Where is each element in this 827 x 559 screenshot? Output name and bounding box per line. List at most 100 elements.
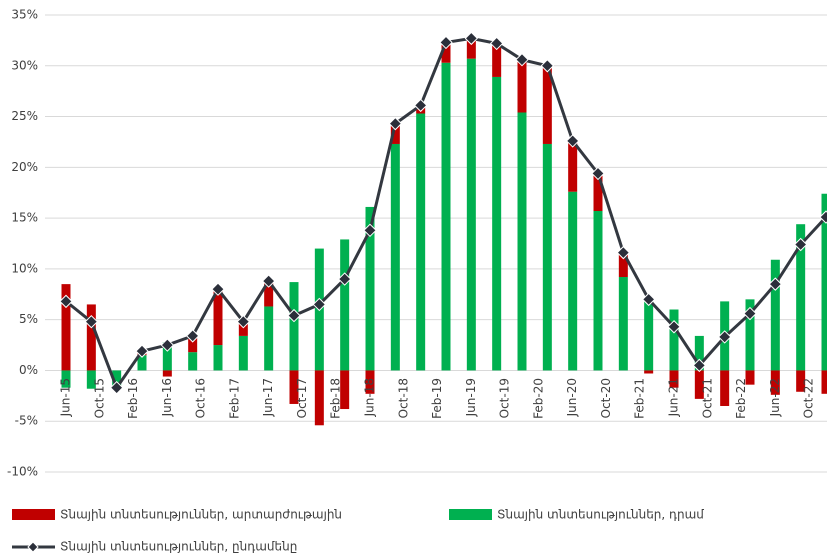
bar (821, 370, 827, 394)
line-marker (515, 52, 529, 67)
bar (517, 59, 527, 113)
line-marker (641, 292, 656, 307)
y-tick-label: 10% (11, 261, 38, 275)
bar (264, 281, 274, 307)
bar (188, 352, 198, 371)
bar (390, 143, 400, 371)
y-tick-label: -10% (7, 465, 38, 479)
bar (618, 277, 628, 371)
bar (112, 370, 122, 388)
line-marker (793, 237, 808, 252)
bar (137, 355, 147, 371)
line-marker (616, 245, 631, 260)
bar (568, 191, 578, 371)
x-tick-label: Oct-19 (498, 378, 512, 418)
bar (466, 58, 476, 371)
line-marker (743, 306, 757, 321)
y-tick-label: 35% (11, 8, 38, 22)
x-tick-label: Oct-18 (396, 378, 410, 418)
bar (644, 370, 654, 374)
legend-swatch (27, 541, 39, 553)
bar (86, 370, 96, 389)
x-tick-label: Jun-17 (261, 378, 275, 417)
x-tick-label: Oct-16 (194, 378, 208, 418)
line-marker (768, 277, 783, 291)
bar (162, 370, 172, 377)
line-marker (717, 330, 732, 344)
bar (644, 301, 654, 371)
bar (796, 224, 806, 371)
bar (669, 309, 679, 371)
bar (593, 173, 603, 212)
bar (745, 299, 755, 371)
line-marker (363, 223, 377, 238)
legend-swatch (449, 509, 492, 520)
bar (441, 42, 451, 63)
legend-label: Տնային տնտեսություններ, դրամ (497, 508, 704, 522)
bar (314, 370, 324, 426)
bar (492, 76, 502, 371)
bar (618, 251, 628, 278)
x-tick-label: Jun-16 (160, 378, 174, 417)
x-tick-label: Feb-19 (430, 378, 444, 419)
x-tick-label: Feb-20 (531, 378, 545, 419)
bar (340, 370, 350, 410)
x-tick-label: Jun-19 (464, 378, 478, 417)
bar (466, 38, 476, 59)
bar (289, 370, 299, 404)
line-marker (540, 59, 555, 73)
line-marker (287, 308, 301, 323)
bar (238, 321, 248, 336)
x-tick-label: Jun-20 (565, 378, 579, 417)
line-marker (84, 314, 99, 329)
line-marker (261, 274, 276, 288)
bar (162, 342, 172, 371)
line-marker (565, 134, 580, 148)
x-tick-label: Jun-21 (667, 378, 681, 417)
line-marker (692, 358, 707, 373)
y-tick-label: 15% (11, 211, 38, 225)
bar (365, 370, 375, 394)
bar (770, 370, 780, 395)
line-marker (312, 297, 327, 312)
bar (61, 370, 71, 388)
bar (264, 306, 274, 371)
bar (542, 65, 552, 144)
legend-label: Տնային տնտեսություններ, ընդամենը (60, 540, 297, 554)
y-tick-label: -5% (15, 414, 38, 428)
x-tick-label: Oct-20 (599, 378, 613, 418)
bar (289, 282, 299, 371)
y-tick-label: 30% (11, 58, 38, 72)
bar (694, 335, 704, 371)
line-marker (819, 210, 827, 224)
line-marker (160, 338, 175, 352)
y-tick-label: 0% (19, 363, 38, 377)
x-tick-label: Jun-22 (768, 378, 782, 417)
bar (720, 370, 730, 406)
y-tick-label: 20% (11, 160, 38, 174)
bar (821, 193, 827, 371)
bar (390, 123, 400, 144)
x-tick-label: Oct-21 (700, 378, 714, 418)
x-tick-label: Oct-17 (295, 378, 309, 418)
x-tick-label: Jun-18 (363, 378, 377, 417)
bar (86, 304, 96, 371)
line-marker (59, 294, 73, 309)
line-marker (413, 98, 428, 113)
bar (568, 140, 578, 192)
x-tick-label: Feb-22 (734, 378, 748, 419)
line-marker (489, 36, 504, 51)
bar (340, 239, 350, 371)
bar (745, 370, 755, 385)
bar (542, 143, 552, 371)
line-marker (211, 282, 225, 296)
bar (517, 112, 527, 371)
bar (770, 259, 780, 371)
line-marker (337, 272, 352, 286)
bar (61, 284, 71, 371)
x-tick-label: Oct-15 (92, 378, 106, 418)
bar (416, 113, 426, 371)
x-tick-label: Feb-21 (633, 378, 647, 419)
x-tick-label: Jun-15 (59, 378, 73, 417)
line-marker (591, 166, 605, 181)
